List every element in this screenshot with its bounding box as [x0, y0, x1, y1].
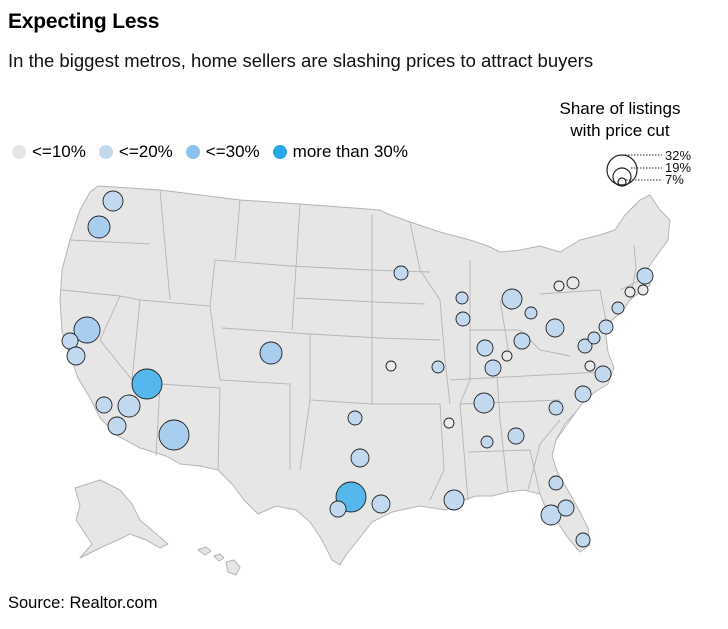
- legend-item-20: <=20%: [98, 142, 173, 162]
- bubble-seattle: [102, 190, 124, 212]
- bubble-richmond: [584, 360, 596, 372]
- size-legend-circle-19: [612, 167, 632, 187]
- bubble-denver: [259, 341, 283, 365]
- bubble-columbus: [513, 332, 531, 350]
- legend-swatch-10: [12, 145, 26, 159]
- bubble-las-vegas: [131, 368, 163, 400]
- bubble-tampa: [540, 504, 562, 526]
- bubble-chicago: [455, 311, 471, 327]
- alaska: [74, 479, 169, 559]
- bubble-atlanta: [507, 427, 525, 445]
- legend-item-10: <=10%: [12, 142, 86, 162]
- hawaii-island-1: [197, 546, 212, 556]
- size-legend-title-line2: with price cut: [570, 121, 670, 140]
- bubble-dallas: [350, 448, 370, 468]
- bubble-new-orleans: [443, 489, 465, 511]
- legend-item-30: <=30%: [185, 142, 260, 162]
- bubble-san-diego: [107, 416, 127, 436]
- chart-title: Expecting Less: [8, 10, 160, 33]
- bubble-jacksonville: [548, 475, 564, 491]
- bubble-san-antonio: [329, 500, 347, 518]
- bubble-detroit: [524, 306, 538, 320]
- bubble-baltimore: [587, 331, 601, 345]
- size-legend-label-19: 19%: [665, 160, 691, 175]
- size-legend-label-7: 7%: [665, 172, 684, 187]
- bubble-indianapolis: [476, 339, 494, 357]
- bubble-virginia-beach: [594, 365, 612, 383]
- bubble-oklahoma-city: [347, 410, 363, 426]
- bubble-riverside: [117, 394, 141, 418]
- bubble-hartford: [624, 286, 636, 298]
- bubble-philadelphia: [598, 319, 614, 335]
- bubble-louisville: [484, 359, 502, 377]
- legend-swatch-over30: [272, 145, 287, 159]
- bubble-kansas-city: [385, 360, 397, 372]
- bubble-orlando: [557, 499, 575, 517]
- bubble-charlotte: [548, 400, 564, 416]
- size-legend-label-32: 32%: [665, 148, 691, 163]
- bubble-providence: [637, 284, 649, 296]
- bubble-washington: [577, 338, 593, 354]
- legend-label-20: <=20%: [118, 142, 173, 161]
- bubble-boston: [636, 267, 654, 285]
- bubble-los-angeles: [95, 396, 113, 414]
- color-legend: <=10% <=20% <=30% more than 30%: [12, 142, 421, 162]
- size-legend-title: Share of listings with price cut: [545, 98, 695, 142]
- chart-subtitle: In the biggest metros, home sellers are …: [8, 50, 594, 71]
- bubble-san-jose: [66, 346, 86, 366]
- legend-item-over30: more than 30%: [272, 142, 408, 162]
- bubble-cincinnati-area: [501, 350, 513, 362]
- legend-label-30: <=30%: [205, 142, 260, 161]
- bubble-birmingham: [480, 435, 494, 449]
- bubble-raleigh: [574, 385, 592, 403]
- state-borders: [61, 189, 641, 501]
- hawaii-island-2: [213, 553, 225, 562]
- bubble-houston: [371, 494, 391, 514]
- bubble-new-york: [611, 301, 625, 315]
- legend-label-10: <=10%: [32, 142, 86, 161]
- bubble-pittsburgh: [545, 318, 565, 338]
- legend-swatch-30: [185, 145, 200, 159]
- hawaii-island-3: [225, 559, 241, 576]
- bubble-grand-rapids: [501, 288, 523, 310]
- bubble-nashville: [473, 392, 495, 414]
- bubble-st-louis: [431, 360, 445, 374]
- size-legend-circle-7: [617, 177, 627, 187]
- bubble-memphis: [443, 417, 455, 429]
- size-legend: [606, 154, 662, 187]
- size-legend-title-line1: Share of listings: [559, 99, 681, 118]
- bubble-miami: [575, 532, 591, 548]
- bubble-sacramento: [73, 316, 101, 344]
- source-note: Source: Realtor.com: [8, 594, 158, 612]
- metro-bubbles: [61, 190, 654, 548]
- bubble-portland: [87, 215, 111, 239]
- bubble-buffalo: [553, 280, 565, 292]
- bubble-rochester: [566, 276, 580, 290]
- legend-swatch-20: [98, 145, 113, 159]
- bubble-milwaukee: [455, 291, 469, 305]
- bubble-phoenix: [158, 419, 190, 451]
- legend-label-over30: more than 30%: [292, 142, 408, 161]
- bubble-minneapolis: [393, 265, 409, 281]
